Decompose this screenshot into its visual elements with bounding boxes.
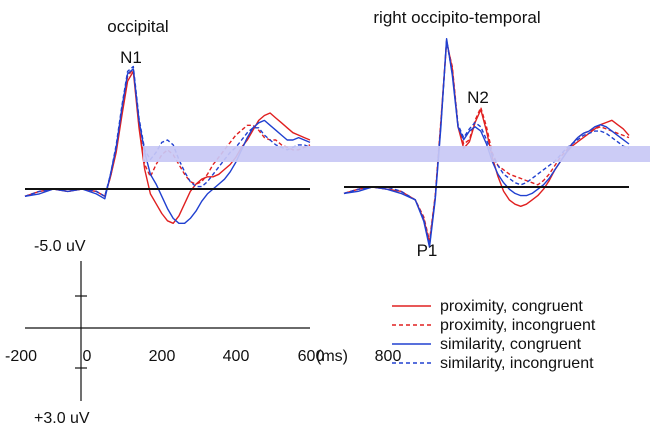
series-line-similarity-incongruent bbox=[24, 65, 311, 197]
traces-occipital bbox=[24, 65, 311, 224]
scale-x-ticks: -200 0 200 400 600 800 bbox=[5, 348, 401, 365]
scale-bottom-label: +3.0 uV bbox=[34, 410, 90, 427]
overlay-band bbox=[143, 146, 650, 162]
panel-right-occipito-temporal: right occipito-temporal P1 N2 bbox=[343, 8, 630, 260]
legend-label: similarity, incongruent bbox=[440, 355, 594, 372]
scale-top-label: -5.0 uV bbox=[34, 238, 86, 255]
scale-x-tick-label: 200 bbox=[149, 348, 176, 365]
series-line-proximity-incongruent bbox=[343, 42, 630, 242]
legend-label: proximity, congruent bbox=[440, 298, 583, 315]
series-line-proximity-congruent bbox=[343, 40, 630, 244]
scale-x-tick-label: 400 bbox=[223, 348, 250, 365]
peak-label-p1: P1 bbox=[417, 241, 438, 260]
scale-x-tick-label: 600 bbox=[298, 348, 325, 365]
series-line-proximity-incongruent bbox=[24, 68, 311, 197]
legend: proximity, congruent proximity, incongrue… bbox=[392, 298, 596, 372]
peak-label-n1: N1 bbox=[120, 48, 142, 67]
scale-x-unit: (ms) bbox=[316, 348, 348, 365]
panel-occipital: occipital N1 bbox=[24, 17, 311, 224]
scale-x-tick-label: 0 bbox=[83, 348, 92, 365]
scale-x-tick-label: 800 bbox=[375, 348, 402, 365]
scale-bar: -5.0 uV +3.0 uV -200 0 200 400 600 800 (ms) bbox=[5, 238, 401, 427]
peak-label-n2: N2 bbox=[467, 88, 489, 107]
traces-right-occipito-temporal bbox=[343, 38, 630, 248]
legend-label: proximity, incongruent bbox=[440, 317, 596, 334]
panel-title-occipital: occipital bbox=[107, 17, 168, 36]
legend-label: similarity, congruent bbox=[440, 336, 582, 353]
scale-x-tick-label: -200 bbox=[5, 348, 37, 365]
panel-title-right-occipito-temporal: right occipito-temporal bbox=[373, 8, 540, 27]
series-line-similarity-incongruent bbox=[343, 40, 630, 246]
series-line-similarity-congruent bbox=[343, 38, 630, 248]
